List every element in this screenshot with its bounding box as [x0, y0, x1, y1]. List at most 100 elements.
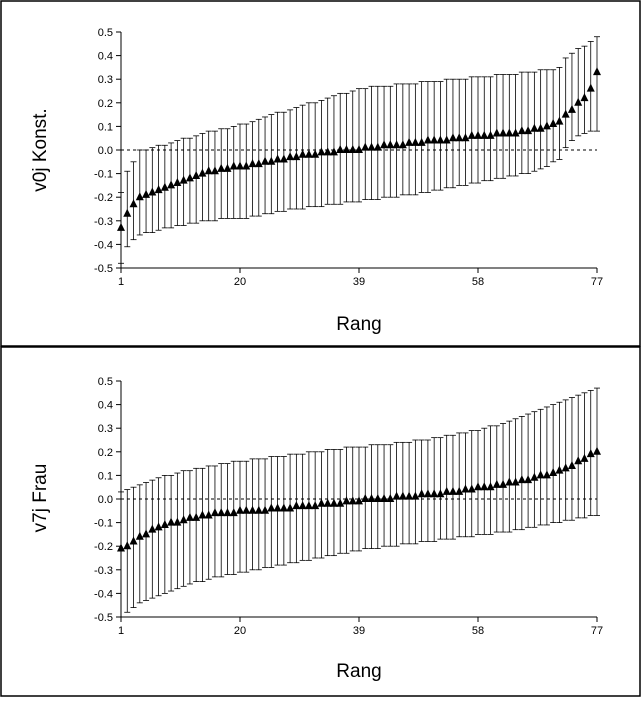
data-point: [210, 166, 219, 175]
data-point: [461, 484, 470, 493]
data-point: [167, 517, 176, 526]
data-point: [517, 126, 526, 135]
data-point: [173, 178, 182, 187]
y-tick-label: -0.1: [94, 169, 113, 181]
data-point: [423, 489, 432, 498]
x-axis-title: Rang: [336, 661, 381, 682]
data-point: [373, 494, 382, 502]
data-point: [486, 130, 495, 139]
x-tick-label: 20: [234, 276, 246, 288]
data-point: [348, 145, 357, 153]
data-point: [273, 154, 282, 163]
y-tick-label: -0.2: [94, 192, 113, 204]
data-point: [192, 512, 201, 521]
data-point: [342, 145, 351, 153]
x-tick-label: 58: [472, 625, 484, 637]
data-point: [148, 187, 157, 196]
y-tick-label: 0.1: [98, 470, 113, 482]
panel-top: 0.5 0.4 0.3 0.2 0.1 0.0 -0.1 -0.2 -0.3 -0.4 -0.5 1 2…: [30, 27, 603, 335]
data-point: [430, 489, 439, 498]
data-point: [505, 128, 514, 137]
data-point: [467, 130, 476, 139]
y-tick-label: -0.5: [94, 263, 113, 275]
data-point: [323, 498, 332, 507]
panel-frame-bottom: [0, 346, 641, 697]
y-tick-label: -0.5: [94, 612, 113, 624]
data-point: [380, 494, 389, 502]
y-tick-label: 0.3: [98, 423, 113, 435]
data-point: [229, 161, 238, 170]
y-tick-label: -0.4: [94, 239, 113, 251]
x-tick-label: 1: [118, 276, 124, 288]
data-point: [392, 491, 401, 500]
data-point: [236, 505, 244, 514]
y-tick-label: -0.3: [94, 216, 113, 228]
data-point: [486, 482, 495, 491]
y-tick-label: -0.4: [94, 588, 113, 600]
data-point: [436, 135, 445, 144]
data-point: [329, 147, 338, 156]
data-point: [580, 453, 589, 462]
data-point: [561, 109, 570, 118]
data-point: [567, 104, 576, 113]
data-point: [317, 498, 326, 507]
data-point: [580, 93, 589, 102]
data-point: [304, 149, 313, 158]
data-point: [398, 140, 407, 149]
data-point: [298, 501, 307, 510]
data-point: [411, 491, 420, 500]
data-point: [292, 501, 301, 510]
data-point: [210, 508, 219, 517]
data-point: [448, 133, 457, 142]
data-point: [279, 154, 288, 163]
data-point: [586, 449, 595, 458]
data-point: [448, 486, 457, 495]
data-point: [336, 145, 345, 153]
data-point: [474, 482, 482, 491]
data-point: [392, 140, 401, 149]
data-point: [567, 460, 576, 469]
data-point: [361, 494, 370, 502]
data-point: [129, 536, 138, 545]
data-point: [311, 501, 320, 510]
data-point: [223, 508, 232, 517]
x-axis-title: Rang: [336, 314, 381, 335]
data-point: [273, 503, 282, 512]
y-tick-label: -0.3: [94, 565, 113, 577]
data-point: [492, 128, 501, 137]
data-point: [267, 503, 276, 512]
data-point: [480, 130, 489, 139]
data-point: [160, 519, 169, 528]
data-point: [405, 491, 414, 500]
data-point: [342, 496, 351, 505]
y-axis-title: v7j Frau: [30, 464, 51, 533]
data-point: [135, 192, 144, 201]
x-tick-label: 39: [353, 625, 365, 637]
data-point: [304, 501, 313, 510]
data-point: [524, 126, 533, 135]
data-point: [474, 130, 482, 139]
data-point: [154, 185, 163, 194]
data-point: [236, 161, 244, 170]
data-point: [593, 67, 601, 76]
data-point: [430, 135, 439, 144]
data-point: [398, 491, 407, 500]
data-point: [142, 529, 151, 538]
data-point: [555, 465, 564, 474]
data-point: [405, 137, 414, 146]
data-point: [480, 482, 489, 491]
data-point: [298, 149, 307, 158]
data-point: [386, 494, 395, 502]
x-tick-label: 20: [234, 625, 246, 637]
data-point: [329, 498, 338, 507]
data-point: [154, 522, 163, 531]
data-point: [367, 142, 376, 151]
data-point: [561, 463, 570, 472]
data-point: [242, 505, 251, 514]
data-point: [542, 121, 551, 130]
data-point: [192, 170, 201, 179]
data-point: [455, 133, 464, 142]
data-point: [261, 505, 270, 514]
data-point: [123, 208, 132, 217]
